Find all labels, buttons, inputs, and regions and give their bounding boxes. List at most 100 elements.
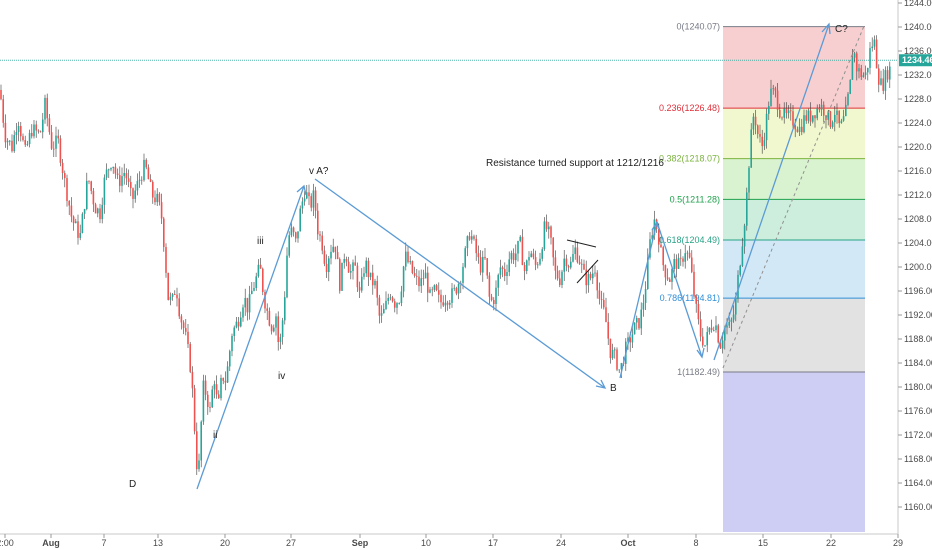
time-tick-label: 27 bbox=[286, 538, 296, 548]
price-tick-label: 1236.00 bbox=[904, 46, 932, 56]
wave-label-c: C? bbox=[835, 24, 848, 35]
candle-body bbox=[475, 238, 477, 254]
candle-body bbox=[416, 275, 418, 277]
candle-body bbox=[207, 394, 209, 407]
fibonacci-level-lines: 0(1240.07) 0.236(1226.48) 0.382(1218.07) 0.… bbox=[659, 22, 865, 377]
fib-level-label-3: 0.5(1211.28) bbox=[670, 194, 720, 204]
candle-body bbox=[284, 297, 286, 321]
candle-body bbox=[616, 349, 618, 370]
trendline-to-c[interactable] bbox=[713, 23, 830, 361]
candle-body bbox=[246, 297, 249, 313]
fib-level-label-0: 0(1240.07) bbox=[676, 22, 720, 32]
candle-body bbox=[545, 221, 548, 230]
candle-body bbox=[44, 97, 46, 120]
candle-body bbox=[640, 309, 642, 329]
time-tick-label: 8 bbox=[693, 538, 698, 548]
fibonacci-retracement[interactable] bbox=[723, 26, 865, 532]
candle-body bbox=[224, 380, 227, 383]
candle-body bbox=[770, 88, 772, 106]
price-tick-label: 1244.00 bbox=[904, 0, 932, 8]
candle-body bbox=[438, 290, 440, 295]
candle-body bbox=[840, 120, 843, 124]
candle-body bbox=[721, 340, 724, 349]
candle-body bbox=[116, 173, 119, 176]
candle-body bbox=[145, 159, 147, 168]
candle-body bbox=[6, 140, 9, 143]
candle-body bbox=[801, 126, 803, 133]
wave-label-v-a: v A? bbox=[309, 166, 329, 177]
resistance-note: Resistance turned support at 1212/1216 bbox=[486, 158, 664, 169]
trendline-down-leg[interactable] bbox=[656, 221, 703, 358]
candle-body bbox=[666, 277, 669, 280]
candle-body bbox=[695, 296, 697, 304]
fib-zone-4 bbox=[723, 240, 865, 299]
candle-body bbox=[130, 181, 132, 189]
candle-body bbox=[702, 336, 704, 346]
candle-body bbox=[774, 88, 777, 91]
candle-body bbox=[530, 253, 532, 258]
price-axis[interactable]: 1160.00 1164.00 1168.00 1172.00 1176.00 1180.… bbox=[897, 0, 932, 534]
time-tick-label: 24 bbox=[556, 538, 566, 548]
candle-body bbox=[290, 227, 293, 236]
wave-label-d: D bbox=[129, 479, 136, 490]
candle-body bbox=[488, 275, 491, 297]
candle-body bbox=[493, 299, 495, 305]
candle-body bbox=[730, 319, 733, 322]
time-tick-label: 20 bbox=[220, 538, 230, 548]
candle-body bbox=[39, 131, 42, 133]
last-price-badge bbox=[899, 54, 932, 67]
candle-body bbox=[28, 132, 31, 145]
candle-body bbox=[317, 210, 319, 235]
price-tick-label: 1220.00 bbox=[904, 142, 932, 152]
candle-body bbox=[495, 287, 497, 305]
time-axis[interactable]: 2:00 Aug 7 13 20 27 Sep 10 17 24 Oct 8 15 22 29 bbox=[0, 533, 932, 550]
price-tick-label: 1240.00 bbox=[904, 22, 932, 32]
candle-body bbox=[235, 321, 238, 328]
trendline-d-to-v[interactable] bbox=[196, 185, 305, 490]
candle-body bbox=[411, 261, 414, 274]
candle-body bbox=[669, 279, 671, 282]
candle-body bbox=[396, 303, 398, 308]
candle-body bbox=[572, 253, 574, 262]
time-tick-label: 13 bbox=[153, 538, 163, 548]
candle-body bbox=[772, 88, 774, 90]
candle-body bbox=[477, 253, 480, 258]
trendline-a-to-b[interactable] bbox=[314, 178, 606, 389]
candle-body bbox=[363, 273, 365, 277]
price-tick-label: 1224.00 bbox=[904, 118, 932, 128]
candle-body bbox=[550, 226, 552, 238]
candle-body bbox=[154, 197, 156, 203]
candle-body bbox=[592, 273, 594, 279]
candle-body bbox=[185, 328, 187, 332]
candle-body bbox=[88, 180, 90, 182]
wave-label-b: B bbox=[610, 383, 617, 394]
candle-body bbox=[699, 319, 702, 337]
candle-body bbox=[856, 53, 858, 72]
candle-body bbox=[479, 257, 482, 273]
trendline-b-to-up[interactable] bbox=[619, 221, 658, 379]
candle-body bbox=[750, 129, 752, 168]
candle-body bbox=[152, 181, 154, 198]
candle-body bbox=[763, 140, 766, 147]
candle-body bbox=[20, 126, 22, 137]
candle-body bbox=[651, 235, 653, 240]
candle-body bbox=[273, 327, 275, 332]
candle-body bbox=[583, 263, 585, 270]
triangle-pattern bbox=[566, 239, 599, 284]
candle-body bbox=[231, 335, 233, 352]
candle-body bbox=[858, 68, 860, 72]
wave-trendlines[interactable] bbox=[196, 22, 831, 490]
candle-body bbox=[671, 269, 673, 282]
candle-body bbox=[196, 431, 198, 470]
candle-body bbox=[209, 406, 211, 408]
wave-label-iii: iii bbox=[257, 236, 264, 247]
candle-body bbox=[614, 349, 616, 351]
annotations: Resistance turned support at 1212/1216 D… bbox=[129, 24, 848, 490]
candle-body bbox=[257, 264, 260, 277]
candle-body bbox=[768, 105, 770, 114]
price-tick-label: 1184.00 bbox=[904, 358, 932, 368]
candle-body bbox=[75, 221, 77, 224]
candle-body bbox=[783, 108, 785, 118]
candle-body bbox=[570, 261, 572, 268]
